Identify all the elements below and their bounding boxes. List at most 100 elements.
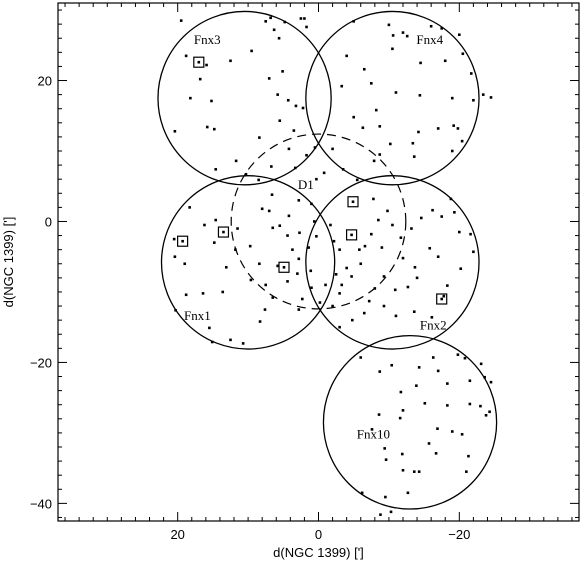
data-point — [443, 59, 447, 63]
data-point — [387, 23, 391, 27]
highlight-square — [217, 226, 230, 238]
data-point — [224, 265, 228, 269]
data-point — [350, 318, 354, 322]
data-point — [287, 214, 291, 218]
data-point — [173, 129, 177, 133]
data-point — [286, 98, 290, 102]
data-point — [341, 168, 345, 171]
data-point — [413, 265, 417, 269]
data-point — [312, 220, 316, 223]
data-point — [458, 33, 461, 37]
data-point — [210, 340, 214, 344]
data-point — [322, 171, 326, 175]
data-point — [184, 293, 188, 297]
data-point — [378, 125, 382, 128]
data-point — [221, 290, 225, 294]
data-point — [359, 356, 363, 359]
data-point — [377, 413, 381, 416]
data-point — [431, 356, 435, 359]
data-point — [203, 223, 206, 227]
data-point — [362, 311, 366, 315]
data-point — [367, 299, 371, 303]
data-point — [481, 93, 485, 96]
data-point — [452, 124, 455, 127]
highlight-square-dot — [222, 230, 225, 234]
data-point — [355, 178, 359, 182]
data-point — [258, 136, 261, 139]
data-point — [172, 237, 176, 241]
data-point — [297, 199, 301, 202]
data-point — [472, 250, 475, 254]
data-point — [429, 24, 433, 28]
data-point — [258, 262, 261, 266]
data-point — [456, 353, 460, 356]
data-point — [383, 447, 386, 450]
data-point — [267, 77, 271, 80]
data-point — [301, 297, 304, 301]
data-point — [276, 93, 279, 96]
data-point — [399, 236, 403, 239]
data-point — [244, 172, 248, 176]
data-point — [234, 248, 237, 251]
data-point — [248, 244, 252, 248]
highlight-square-dot — [440, 297, 444, 301]
data-point — [401, 468, 405, 472]
data-point — [389, 142, 392, 146]
data-point — [286, 234, 289, 237]
data-point — [458, 230, 461, 234]
data-point — [460, 139, 464, 143]
data-point — [400, 452, 404, 456]
data-point — [479, 362, 483, 366]
data-point — [264, 20, 267, 23]
y-tick-label: −40 — [30, 496, 52, 511]
data-point — [417, 366, 421, 369]
data-point — [236, 227, 239, 230]
data-point — [434, 452, 438, 455]
data-point — [313, 146, 317, 149]
data-point — [406, 285, 410, 289]
field-label-fnx2: Fnx2 — [420, 317, 447, 332]
data-point — [450, 96, 454, 100]
data-point — [257, 178, 260, 182]
data-point — [460, 433, 464, 436]
data-point — [359, 262, 363, 266]
data-point — [370, 82, 373, 85]
data-point — [241, 342, 245, 345]
data-point — [269, 16, 272, 20]
data-point — [489, 380, 493, 384]
data-point — [412, 155, 416, 158]
data-point — [410, 227, 413, 230]
x-axis-label: d(NGC 1399) ['] — [273, 545, 364, 560]
data-point — [446, 404, 449, 407]
data-point — [210, 99, 213, 103]
data-point — [358, 248, 361, 251]
data-point — [483, 375, 486, 379]
data-point — [179, 19, 183, 22]
data-point — [213, 127, 216, 131]
data-point — [362, 67, 366, 71]
data-point — [384, 458, 388, 461]
data-point — [234, 159, 238, 163]
data-point — [398, 416, 402, 420]
field-circle-fnx3 — [157, 10, 332, 186]
data-point — [406, 491, 410, 495]
data-point — [465, 470, 468, 473]
data-point — [271, 226, 275, 230]
data-point — [411, 141, 415, 145]
data-point — [436, 255, 440, 259]
data-point — [372, 197, 375, 201]
data-point — [249, 278, 253, 282]
data-point — [298, 231, 301, 235]
data-point — [272, 28, 276, 32]
data-point — [417, 130, 420, 134]
data-point — [373, 287, 377, 290]
data-point — [430, 316, 434, 319]
data-point — [469, 232, 472, 236]
field-circle-fnx1 — [160, 175, 336, 350]
highlight-square — [347, 196, 359, 208]
data-point — [338, 325, 341, 329]
data-point — [361, 126, 365, 130]
data-point — [305, 25, 308, 29]
data-point — [296, 272, 299, 275]
data-point — [450, 149, 454, 153]
